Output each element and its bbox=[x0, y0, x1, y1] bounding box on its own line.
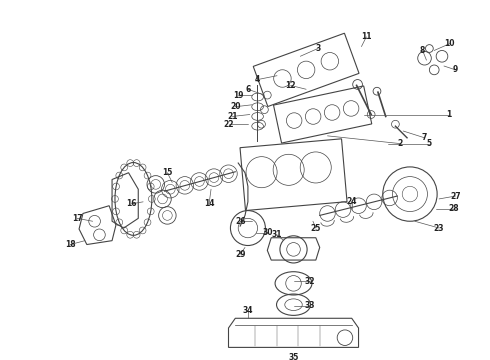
Text: 18: 18 bbox=[65, 240, 75, 249]
Text: 26: 26 bbox=[235, 217, 245, 226]
Text: 3: 3 bbox=[315, 44, 320, 53]
Text: 23: 23 bbox=[434, 224, 444, 233]
Text: 16: 16 bbox=[126, 199, 137, 208]
Text: 29: 29 bbox=[235, 250, 245, 259]
Text: 33: 33 bbox=[305, 301, 315, 310]
Text: 15: 15 bbox=[162, 168, 172, 177]
Text: 9: 9 bbox=[453, 66, 458, 75]
Text: 8: 8 bbox=[420, 46, 425, 55]
Text: 7: 7 bbox=[422, 133, 427, 142]
Text: 5: 5 bbox=[427, 139, 432, 148]
Text: 1: 1 bbox=[446, 110, 451, 119]
Text: 6: 6 bbox=[245, 85, 250, 94]
Text: 30: 30 bbox=[262, 228, 272, 237]
Text: 12: 12 bbox=[285, 81, 296, 90]
Text: 34: 34 bbox=[243, 306, 253, 315]
Text: 14: 14 bbox=[204, 199, 214, 208]
Text: 22: 22 bbox=[223, 120, 234, 129]
Text: 10: 10 bbox=[444, 39, 455, 48]
Text: 24: 24 bbox=[346, 197, 357, 206]
Text: 21: 21 bbox=[227, 112, 238, 121]
Text: 4: 4 bbox=[255, 75, 260, 84]
Text: 25: 25 bbox=[311, 224, 321, 233]
Text: 27: 27 bbox=[450, 192, 461, 201]
Text: 35: 35 bbox=[288, 352, 299, 360]
Text: 2: 2 bbox=[398, 139, 403, 148]
Text: 11: 11 bbox=[361, 32, 371, 41]
Text: 19: 19 bbox=[233, 91, 244, 100]
Text: 20: 20 bbox=[230, 102, 241, 111]
Text: 32: 32 bbox=[305, 277, 315, 286]
Text: 31: 31 bbox=[272, 230, 282, 239]
Text: 17: 17 bbox=[72, 214, 82, 223]
Text: 28: 28 bbox=[448, 204, 459, 213]
